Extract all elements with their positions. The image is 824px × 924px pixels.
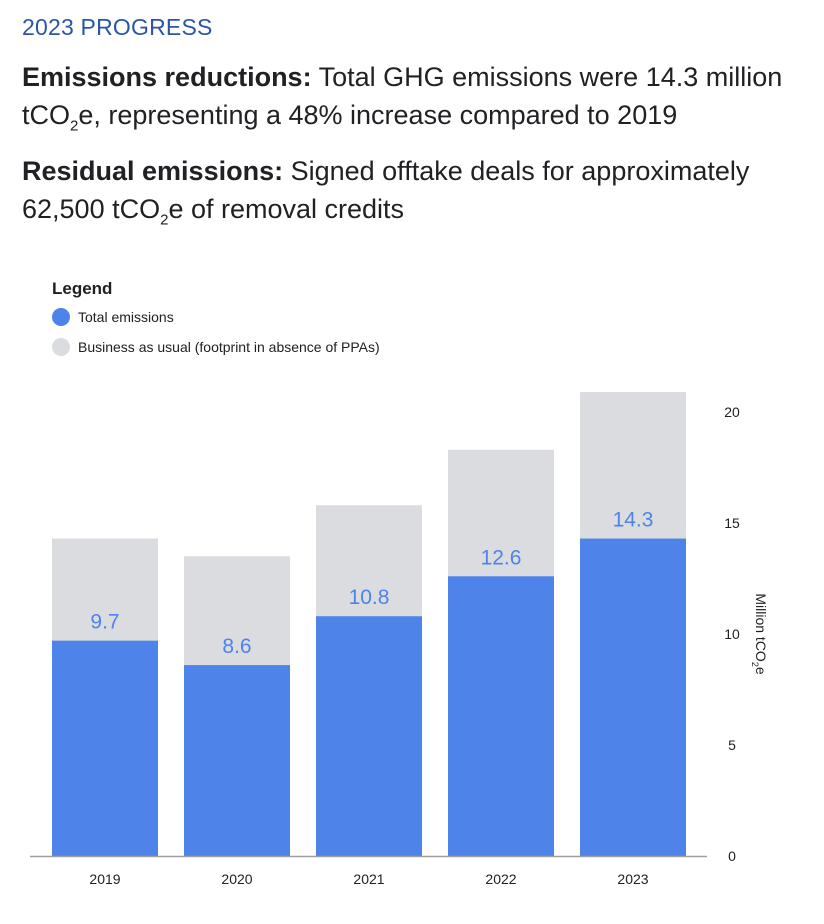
bar-total-2021 [316, 616, 422, 856]
subscript: 2 [70, 117, 79, 135]
bar-total-2019 [52, 640, 158, 856]
bar-total-2022 [448, 576, 554, 856]
legend-title: Legend [52, 279, 113, 298]
bar-chart: 9.7 2019 8.6 2020 10.8 2021 12.6 2022 14.3 2023 0 5… [30, 392, 769, 887]
y-tick-label: 10 [724, 626, 740, 642]
data-label-2020: 8.6 [222, 635, 251, 658]
legend-swatch-bau [52, 338, 70, 356]
y-tick-label: 5 [728, 737, 736, 753]
y-tick-label: 15 [724, 515, 740, 531]
legend-label: Business as usual (footprint in absence … [78, 339, 380, 355]
para-text: e, representing a 48% increase compared … [78, 100, 678, 130]
y-tick-label: 0 [728, 848, 736, 864]
bar-total-2023 [580, 538, 686, 856]
x-tick-label: 2019 [89, 871, 120, 887]
legend: Legend Total emissions Business as usual… [52, 279, 380, 368]
data-label-2023: 14.3 [613, 509, 654, 532]
data-label-2022: 12.6 [481, 546, 522, 569]
legend-label: Total emissions [78, 309, 174, 325]
para-text: Total GHG emissions were 14.3 million tC… [22, 62, 783, 130]
legend-item-bau: Business as usual (footprint in absence … [52, 338, 380, 356]
y-tick-label: 20 [724, 404, 740, 420]
emissions-reductions-paragraph: Emissions reductions: Total GHG emission… [22, 58, 812, 145]
para-label: Residual emissions: [22, 156, 284, 186]
para-text: Signed offtake deals for approximately 6… [22, 156, 750, 224]
data-label-2021: 10.8 [349, 586, 390, 609]
x-tick-label: 2020 [221, 871, 252, 887]
legend-item-total: Total emissions [52, 308, 380, 326]
para-text: e of removal credits [168, 194, 405, 224]
residual-emissions-paragraph: Residual emissions: Signed offtake deals… [22, 152, 812, 239]
bar-total-2020 [184, 665, 290, 856]
x-tick-label: 2021 [353, 871, 384, 887]
data-label-2019: 9.7 [90, 611, 119, 634]
y-axis-label: Million tCO2e [750, 593, 769, 674]
subscript: 2 [160, 211, 169, 229]
legend-swatch-total [52, 308, 70, 326]
x-tick-label: 2023 [617, 871, 648, 887]
x-tick-label: 2022 [485, 871, 516, 887]
para-label: Emissions reductions: [22, 62, 312, 92]
section-eyebrow: 2023 PROGRESS [22, 14, 213, 40]
